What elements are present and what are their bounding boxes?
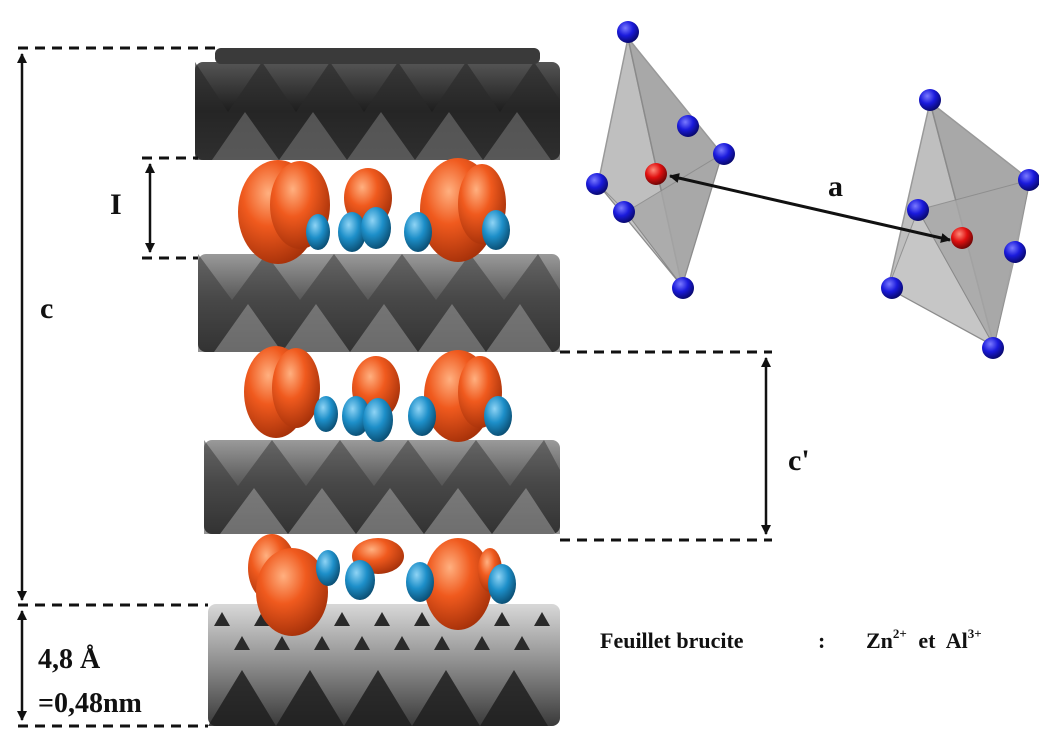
caption-prefix: Feuillet brucite — [600, 628, 744, 653]
octahedron-right — [881, 89, 1039, 359]
brucite-sheet-top — [195, 48, 560, 160]
caption-ion2-charge: 3+ — [968, 626, 982, 641]
interlayer-label: I — [110, 188, 122, 221]
brucite-caption: Feuillet brucite : Zn2+ et Al3+ — [600, 618, 982, 653]
octahedron-left — [586, 21, 735, 299]
brucite-sheet-3 — [204, 440, 560, 534]
a-parameter-arrow — [669, 173, 951, 243]
caption-ion2-symbol: Al — [946, 628, 968, 653]
c-prime-label: c' — [788, 444, 810, 477]
brucite-sheet-bottom — [208, 604, 560, 726]
interlayer-2-species — [244, 346, 512, 442]
c-label: c — [40, 292, 53, 325]
interlayer-3-species — [248, 534, 516, 636]
thickness-label-line1: 4,8 Å — [38, 644, 101, 675]
caption-joiner: et — [918, 628, 936, 653]
caption-ion1-symbol: Zn — [866, 628, 893, 653]
thickness-label-line2: =0,48nm — [38, 688, 142, 719]
dimension-guides — [18, 46, 772, 728]
brucite-sheet-2 — [198, 254, 560, 352]
caption-ion1-charge: 2+ — [893, 626, 907, 641]
interlayer-1-species — [238, 158, 510, 264]
caption-separator: : — [818, 628, 825, 653]
a-label: a — [828, 170, 843, 203]
